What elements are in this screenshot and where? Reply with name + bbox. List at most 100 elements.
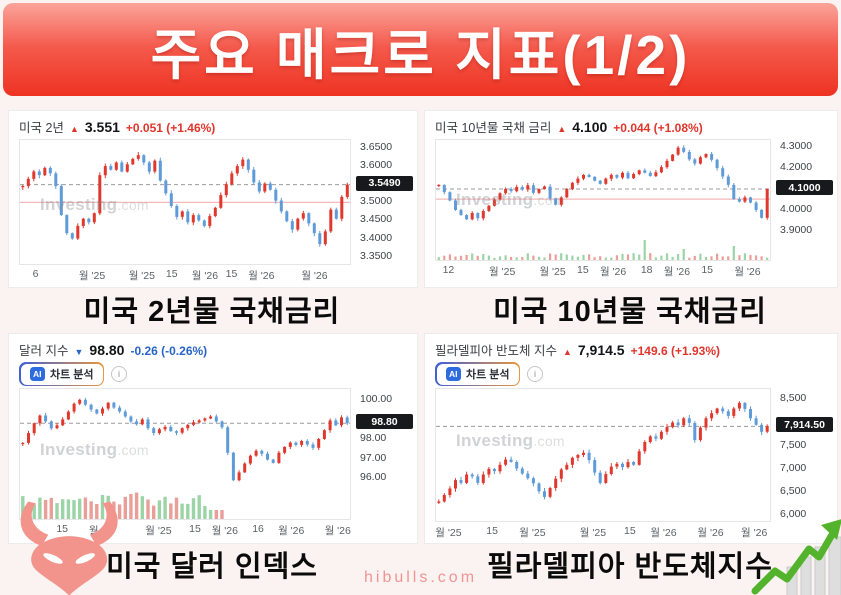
y-axis-tick: 4.2000 <box>780 161 813 174</box>
info-icon[interactable]: i <box>111 366 128 382</box>
up-arrow-icon: ▲ <box>69 124 79 134</box>
y-axis-tick: 6,500 <box>780 485 807 498</box>
info-icon[interactable]: i <box>527 366 544 382</box>
investing-watermark: Investing.com <box>456 189 565 209</box>
x-axis-tick: 16 <box>252 523 264 535</box>
chart-caption-us-2y: 미국 2년물 국채금리 <box>83 296 341 328</box>
chart-caption-sox: 필라델피아 반도체지수 <box>487 551 773 583</box>
x-axis-tick: 월 '26 <box>301 270 328 282</box>
x-axis-tick: 월 '26 <box>191 270 219 282</box>
x-axis-tick: 월 '26 <box>734 266 761 278</box>
x-axis-tick: 15 <box>576 264 589 276</box>
last-price: 7,914.5 <box>577 342 625 358</box>
x-axis-tick: 15 <box>189 523 201 535</box>
y-axis-tick: 3.6500 <box>360 140 393 153</box>
ai-chart-analysis-button[interactable]: AI 차트 분석 <box>19 362 105 386</box>
last-price-tag: 98.80 <box>356 414 413 430</box>
last-price: 98.80 <box>89 342 125 358</box>
x-axis-tick: 월 '25 <box>435 527 462 539</box>
investing-watermark: Investing.com <box>456 431 565 451</box>
chart-panel-us-2y: 미국 2년 ▲ 3.551 +0.051 (+1.46%) Investing.… <box>8 110 418 288</box>
volume-pane <box>435 236 771 261</box>
x-axis-tick: 15 <box>225 268 238 280</box>
y-axis-tick: 3.3500 <box>360 249 393 262</box>
site-url: hibulls.com <box>363 569 478 586</box>
y-axis-labels: 3.5490 3.6500 3.6000 3.5000 3.4500 3.4000 3.3… <box>353 139 415 263</box>
x-axis-labels: 6 월 '25 월 '25 15 월 '26 15 월 '26 월 '26 <box>19 267 351 282</box>
last-price-tag: 3.5490 <box>356 175 413 191</box>
x-axis-tick: 월 '26 <box>741 527 768 539</box>
candlestick-chart: Investing.com <box>19 388 351 492</box>
x-axis-tick: 월 '25 <box>128 270 155 282</box>
y-axis-tick: 4.3000 <box>780 140 813 153</box>
y-axis-tick: 98.00 <box>360 432 387 445</box>
chart-panel-dollar-index: 달러 지수 ▼ 98.80 -0.26 (-0.26%) AI 차트 분석 i … <box>8 333 418 544</box>
x-axis-tick: 월 '26 <box>697 527 724 539</box>
price-change: +149.6 (+1.93%) <box>630 344 720 358</box>
y-axis-tick: 3.9000 <box>780 223 813 236</box>
investing-watermark: Investing.com <box>40 194 149 214</box>
ai-button-label: 차트 분석 <box>466 369 510 381</box>
price-change: +0.044 (+1.08%) <box>613 121 703 135</box>
last-price-tag: 4.1000 <box>776 180 833 196</box>
page-title-banner: 주요 매크로 지표(1/2) <box>3 3 838 96</box>
ai-button-label: 차트 분석 <box>50 369 94 381</box>
x-axis-tick: 12 <box>442 264 455 276</box>
volume-pane <box>19 491 351 520</box>
instrument-name: 미국 2년 <box>19 121 64 135</box>
candlestick-chart: Investing.com <box>435 388 771 522</box>
instrument-name: 필라델피아 반도체 지수 <box>435 344 557 358</box>
y-axis-tick: 97.00 <box>360 451 387 464</box>
ai-chart-analysis-button[interactable]: AI 차트 분석 <box>435 362 521 386</box>
x-axis-tick: 15 <box>624 525 636 537</box>
last-price-tag: 7,914.50 <box>776 417 833 433</box>
instrument-name: 달러 지수 <box>19 344 69 358</box>
page-title: 주요 매크로 지표(1/2) <box>150 23 691 86</box>
ai-badge-icon: AI <box>445 367 461 381</box>
y-axis-tick: 4.0000 <box>780 202 813 215</box>
x-axis-tick: 월 '25 <box>489 266 516 278</box>
chart-panel-sox: 필라델피아 반도체 지수 ▲ 7,914.5 +149.6 (+1.93%) A… <box>424 333 838 544</box>
y-axis-labels: 7,914.50 8,500 7,500 7,000 6,500 6,000 <box>773 388 835 520</box>
instrument-name: 미국 10년물 국채 금리 <box>435 121 552 135</box>
x-axis-tick: 월 '26 <box>650 527 677 539</box>
y-axis-labels: 4.1000 4.3000 4.2000 4.0000 3.9000 <box>773 139 835 236</box>
quote-header: 필라델피아 반도체 지수 ▲ 7,914.5 +149.6 (+1.93%) <box>435 340 720 359</box>
y-axis-tick: 6,000 <box>780 508 807 521</box>
candlestick-chart: Investing.com <box>435 139 771 237</box>
price-change: -0.26 (-0.26%) <box>130 344 208 358</box>
y-axis-labels: 98.80 100.00 98.00 97.00 96.00 <box>353 388 415 490</box>
bull-logo <box>20 501 118 595</box>
x-axis-tick: 월 '26 <box>599 266 627 278</box>
last-price: 3.551 <box>84 119 120 135</box>
x-axis-tick: 월 '26 <box>278 525 305 537</box>
ai-analysis-row: AI 차트 분석 i <box>435 362 544 386</box>
up-arrow-icon: ▲ <box>562 347 572 357</box>
growth-arrow-graphic <box>751 519 841 595</box>
ai-analysis-row: AI 차트 분석 i <box>19 362 128 386</box>
x-axis-tick: 월 '25 <box>539 266 566 278</box>
x-axis-tick: 월 '26 <box>663 266 691 278</box>
y-axis-tick: 3.6000 <box>360 159 393 172</box>
up-arrow-icon: ▲ <box>557 124 567 134</box>
x-axis-tick: 15 <box>165 268 178 280</box>
investing-watermark: Investing.com <box>40 440 149 459</box>
x-axis-tick: 월 '26 <box>324 525 351 537</box>
y-axis-tick: 100.00 <box>360 392 393 405</box>
x-axis-tick: 월 '25 <box>78 270 106 282</box>
x-axis-tick: 월 '26 <box>248 270 275 282</box>
x-axis-tick: 월 '25 <box>519 527 546 539</box>
chart-caption-dollar-index: 미국 달러 인덱스 <box>106 551 318 583</box>
x-axis-labels: 12 월 '25 월 '25 15 월 '26 18 월 '26 15 월 '26 <box>435 263 771 278</box>
y-axis-tick: 7,000 <box>780 461 807 474</box>
y-axis-tick: 3.5000 <box>360 195 393 208</box>
x-axis-labels: 월 '25 15 월 '25 월 '25 15 월 '26 월 '26 월 '26 <box>435 524 771 539</box>
quote-header: 미국 2년 ▲ 3.551 +0.051 (+1.46%) <box>19 117 215 136</box>
y-axis-tick: 7,500 <box>780 438 807 451</box>
x-axis-tick: 15 <box>486 525 498 537</box>
x-axis-tick: 월 '26 <box>211 525 238 537</box>
x-axis-tick: 18 <box>640 264 653 276</box>
price-change: +0.051 (+1.46%) <box>125 121 216 135</box>
y-axis-tick: 3.4000 <box>360 231 393 244</box>
